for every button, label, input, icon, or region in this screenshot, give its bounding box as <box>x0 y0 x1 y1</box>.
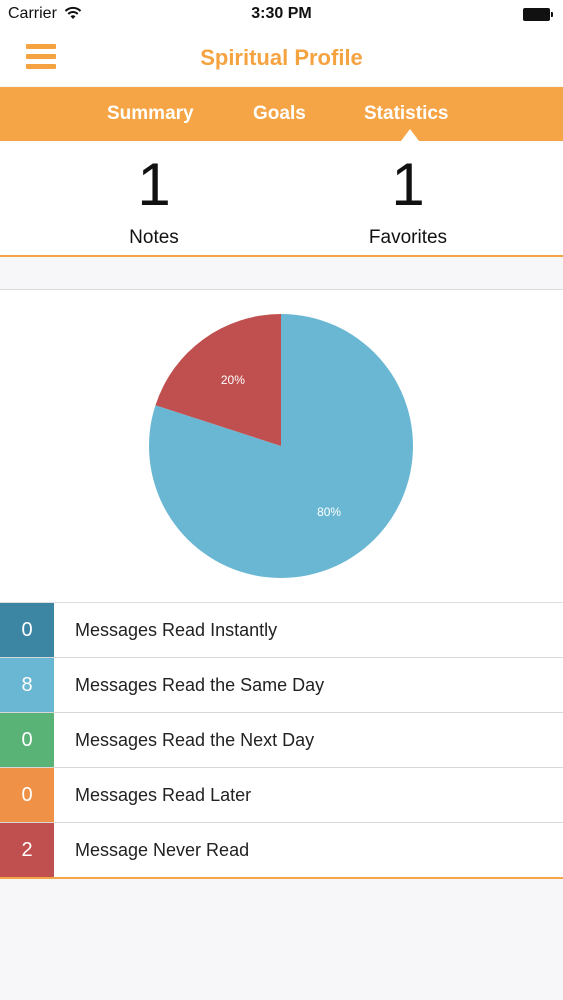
carrier-label: Carrier <box>8 5 57 22</box>
stat-row-never-read[interactable]: 2 Message Never Read <box>0 823 563 877</box>
pie-chart: 80% 20% <box>148 314 413 578</box>
pie-slice-1 <box>155 314 281 446</box>
stat-count-badge: 0 <box>0 603 54 657</box>
stat-label: Messages Read Later <box>75 785 252 805</box>
counts-panel: 1 Notes 1 Favorites <box>0 141 563 257</box>
stat-count-badge: 8 <box>0 658 54 712</box>
battery-icon <box>523 8 553 21</box>
tab-summary[interactable]: Summary <box>107 103 194 124</box>
page-title: Spiritual Profile <box>200 45 363 70</box>
stat-row-read-same-day[interactable]: 8 Messages Read the Same Day <box>0 658 563 713</box>
tab-goals[interactable]: Goals <box>253 103 306 124</box>
pie-slice-label-0: 80% <box>317 505 341 519</box>
favorites-count-label: Favorites <box>368 227 448 248</box>
tab-statistics[interactable]: Statistics <box>364 103 449 124</box>
tab-bar: Summary Goals Statistics <box>0 87 563 141</box>
stat-count-badge: 0 <box>0 768 54 822</box>
notes-count-label: Notes <box>129 227 179 248</box>
stat-label: Messages Read the Same Day <box>75 675 325 695</box>
stat-count-badge: 0 <box>0 713 54 767</box>
active-tab-indicator <box>401 129 419 141</box>
clock: 3:30 PM <box>251 5 312 22</box>
favorites-count-value: 1 <box>391 151 425 218</box>
notes-count[interactable]: 1 Notes <box>54 141 254 249</box>
stat-label: Messages Read the Next Day <box>75 730 315 750</box>
stat-row-read-later[interactable]: 0 Messages Read Later <box>0 768 563 823</box>
stat-label: Message Never Read <box>75 840 250 860</box>
pie-slice-label-1: 20% <box>221 373 245 387</box>
notes-count-value: 1 <box>137 151 171 218</box>
wifi-icon <box>64 6 82 19</box>
stat-count-badge: 2 <box>0 823 54 877</box>
chart-panel: 80% 20% <box>0 289 563 603</box>
stats-list: 0 Messages Read Instantly 8 Messages Rea… <box>0 602 563 879</box>
stat-row-read-next-day[interactable]: 0 Messages Read the Next Day <box>0 713 563 768</box>
navigation-bar: Spiritual Profile <box>0 30 563 86</box>
stat-label: Messages Read Instantly <box>75 620 278 640</box>
status-bar: Carrier 3:30 PM <box>0 0 563 30</box>
hamburger-menu-icon[interactable] <box>26 44 56 70</box>
stat-row-read-instantly[interactable]: 0 Messages Read Instantly <box>0 603 563 658</box>
favorites-count[interactable]: 1 Favorites <box>308 141 508 249</box>
